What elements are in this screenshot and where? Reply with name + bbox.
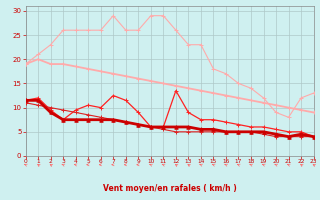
X-axis label: Vent moyen/en rafales ( km/h ): Vent moyen/en rafales ( km/h ) (103, 184, 236, 193)
